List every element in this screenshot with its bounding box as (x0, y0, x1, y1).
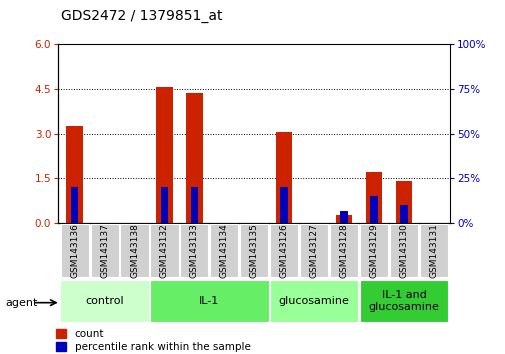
Text: IL-1: IL-1 (199, 296, 219, 306)
Text: agent: agent (5, 298, 37, 308)
FancyBboxPatch shape (90, 224, 119, 277)
FancyBboxPatch shape (180, 224, 208, 277)
Bar (66, 126, 83, 223)
Text: GSM143128: GSM143128 (339, 223, 348, 278)
FancyBboxPatch shape (269, 280, 358, 322)
Bar (71, 187, 78, 223)
Bar (186, 93, 202, 223)
Text: GSM143138: GSM143138 (130, 223, 139, 278)
Bar (399, 205, 407, 223)
FancyBboxPatch shape (270, 224, 297, 277)
FancyBboxPatch shape (419, 224, 447, 277)
Text: GSM143126: GSM143126 (279, 223, 288, 278)
Text: GSM143135: GSM143135 (249, 223, 258, 278)
FancyBboxPatch shape (210, 224, 238, 277)
Text: GSM143127: GSM143127 (309, 223, 318, 278)
Text: GSM143134: GSM143134 (219, 223, 228, 278)
FancyBboxPatch shape (299, 224, 328, 277)
FancyBboxPatch shape (61, 224, 88, 277)
FancyBboxPatch shape (150, 280, 268, 322)
FancyBboxPatch shape (120, 224, 148, 277)
Bar (161, 187, 168, 223)
Bar (395, 181, 412, 223)
Bar (190, 187, 198, 223)
FancyBboxPatch shape (240, 224, 268, 277)
FancyBboxPatch shape (359, 224, 387, 277)
Text: GDS2472 / 1379851_at: GDS2472 / 1379851_at (61, 9, 222, 23)
Bar (370, 196, 377, 223)
FancyBboxPatch shape (359, 280, 447, 322)
FancyBboxPatch shape (389, 224, 417, 277)
Text: GSM143129: GSM143129 (369, 223, 378, 278)
Text: IL-1 and
glucosamine: IL-1 and glucosamine (368, 290, 438, 312)
Text: GSM143136: GSM143136 (70, 223, 79, 278)
Text: GSM143132: GSM143132 (160, 223, 169, 278)
FancyBboxPatch shape (329, 224, 358, 277)
Bar (365, 172, 381, 223)
Text: GSM143133: GSM143133 (189, 223, 198, 278)
Bar (340, 211, 347, 223)
Text: control: control (85, 296, 124, 306)
FancyBboxPatch shape (60, 280, 148, 322)
Bar (335, 215, 351, 223)
FancyBboxPatch shape (150, 224, 178, 277)
Text: GSM143130: GSM143130 (398, 223, 408, 278)
Text: GSM143137: GSM143137 (100, 223, 109, 278)
Legend: count, percentile rank within the sample: count, percentile rank within the sample (56, 329, 250, 352)
Text: glucosamine: glucosamine (278, 296, 349, 306)
Bar (280, 187, 287, 223)
Bar (156, 87, 172, 223)
Bar (275, 132, 292, 223)
Text: GSM143131: GSM143131 (429, 223, 437, 278)
